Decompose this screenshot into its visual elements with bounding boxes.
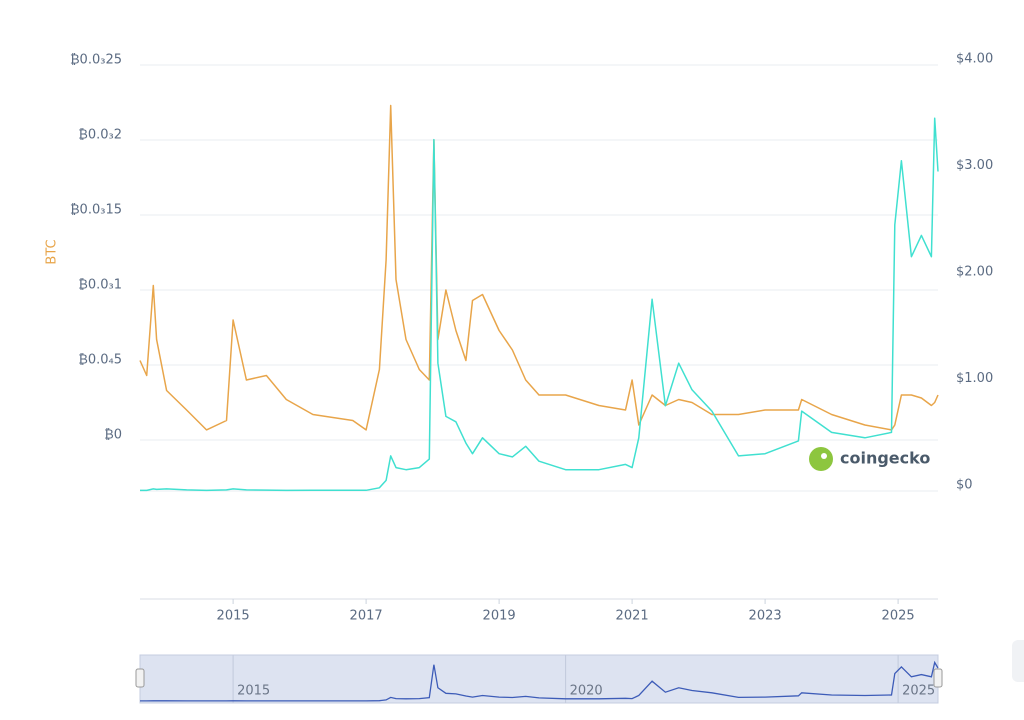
y-tick-label: ₿0.0₃2 [78, 128, 122, 143]
y-tick-label: ₿0.0₃15 [70, 203, 122, 218]
watermark: coingecko [840, 449, 930, 468]
y2-tick-label: $1.00 [956, 371, 993, 386]
navigator-label: 2025 [902, 684, 935, 699]
y-axis-label: BTC [45, 239, 60, 264]
usd-price-line [140, 117, 939, 492]
navigator-handle[interactable] [933, 668, 943, 688]
y2-tick-label: $0 [956, 478, 973, 493]
x-tick-label: 2025 [882, 609, 915, 624]
navigator-label: 2020 [570, 684, 603, 699]
navigator-line [140, 660, 939, 702]
navigator-window[interactable] [139, 654, 939, 704]
y-tick-label: ₿0.0₃1 [78, 278, 122, 293]
y2-tick-label: $3.00 [956, 158, 993, 173]
y2-tick-label: $4.00 [956, 52, 993, 67]
navigator-label: 2015 [237, 684, 270, 699]
x-tick-label: 2017 [350, 609, 383, 624]
logo-icon [809, 447, 833, 471]
y-tick-label: ₿0.0₃25 [70, 53, 122, 68]
btc-price-line [139, 104, 939, 431]
x-tick-label: 2019 [483, 609, 516, 624]
y-tick-label: ₿0 [104, 428, 122, 443]
x-tick-label: 2021 [616, 609, 649, 624]
navigator-handle[interactable] [135, 668, 145, 688]
watermark-logo [809, 447, 833, 471]
side-tab[interactable] [1012, 640, 1024, 682]
logo-eye [821, 453, 827, 459]
y2-tick-label: $2.00 [956, 265, 993, 280]
y-tick-label: ₿0.0₄5 [78, 353, 122, 368]
x-tick-label: 2023 [749, 609, 782, 624]
x-tick-label: 2015 [217, 609, 250, 624]
